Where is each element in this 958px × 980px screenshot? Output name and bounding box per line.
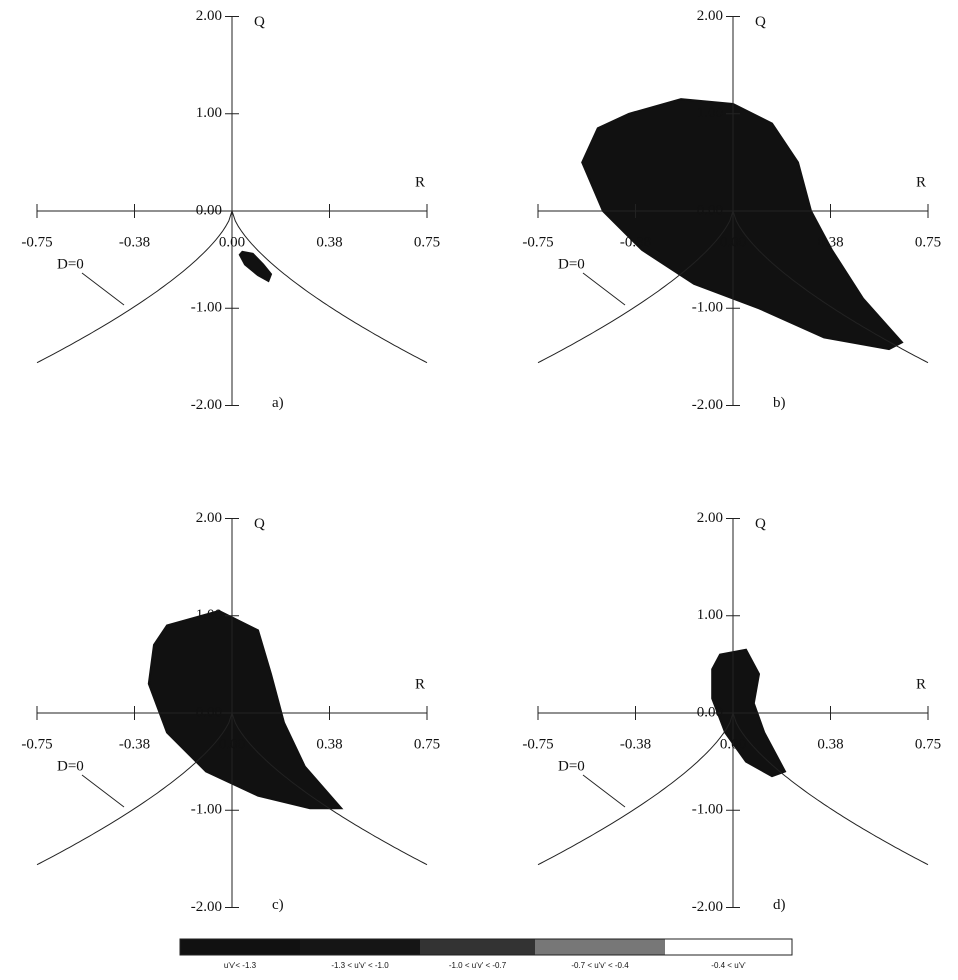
legend-label: u'v'< -1.3 [224, 961, 257, 970]
curve-leader [81, 272, 125, 306]
legend-frame [179, 938, 793, 956]
y-tick-label: 0.00 [697, 202, 723, 218]
x-tick-label: 0.75 [414, 736, 440, 752]
y-tick-label: -1.00 [692, 300, 723, 316]
y-tick-label: 1.00 [697, 105, 723, 121]
y-tick-label: -1.00 [191, 802, 222, 818]
legend-swatch [535, 939, 665, 955]
y-tick-label: 0.00 [697, 704, 723, 720]
x-tick-label: -0.75 [21, 736, 52, 752]
x-tick-label: 0.38 [316, 234, 342, 250]
panel: -0.75 -0.38 0.00 0.38 0.75 -2.00 -1.00 0.00 1.00… [522, 8, 941, 413]
x-tick-label: 0.00 [720, 736, 746, 752]
panel-label: c) [272, 897, 284, 913]
region [147, 609, 344, 810]
x-axis-label: R [415, 676, 425, 692]
x-tick-label: 0.75 [915, 234, 941, 250]
x-tick-label: -0.75 [522, 234, 553, 250]
legend-label: -0.7 < u'v' < -0.4 [571, 961, 629, 970]
legend-swatch [180, 939, 300, 955]
x-tick-label: 0.00 [720, 234, 746, 250]
panel: -0.75 -0.38 0.00 0.38 0.75 -2.00 -1.00 0.00 1.00… [21, 8, 440, 413]
panel-label: a) [272, 395, 284, 411]
x-tick-label: 0.00 [219, 234, 245, 250]
x-axis-label: R [916, 174, 926, 190]
x-tick-label: 0.75 [414, 234, 440, 250]
y-tick-label: -1.00 [191, 300, 222, 316]
legend-label: -1.3 < u'v' < -1.0 [331, 961, 389, 970]
y-tick-label: 2.00 [697, 510, 723, 526]
x-tick-label: 0.00 [219, 736, 245, 752]
x-tick-label: -0.38 [119, 736, 150, 752]
y-axis-label: Q [254, 516, 265, 532]
y-tick-label: -2.00 [191, 899, 222, 915]
panel: -0.75 -0.38 0.00 0.38 0.75 -2.00 -1.00 0.00 1.00… [522, 510, 941, 915]
curve-label: D=0 [558, 758, 585, 774]
x-tick-label: 0.38 [817, 234, 843, 250]
x-tick-label: 0.38 [316, 736, 342, 752]
y-axis-label: Q [254, 14, 265, 30]
panel-label: b) [773, 395, 786, 411]
y-axis-label: Q [755, 516, 766, 532]
panel-label: d) [773, 897, 786, 913]
x-tick-label: -0.38 [620, 736, 651, 752]
x-tick-label: -0.75 [21, 234, 52, 250]
y-tick-label: -1.00 [692, 802, 723, 818]
x-tick-label: -0.38 [119, 234, 150, 250]
y-tick-label: 1.00 [697, 607, 723, 623]
region [238, 250, 273, 283]
x-tick-label: 0.38 [817, 736, 843, 752]
y-axis-label: Q [755, 14, 766, 30]
y-tick-label: 2.00 [196, 510, 222, 526]
legend-label: -1.0 < u'v' < -0.7 [449, 961, 507, 970]
x-axis-label: R [415, 174, 425, 190]
y-tick-label: 0.00 [196, 704, 222, 720]
y-tick-label: -2.00 [191, 397, 222, 413]
y-tick-label: -2.00 [692, 899, 723, 915]
x-axis-label: R [916, 676, 926, 692]
curve-label: D=0 [57, 256, 84, 272]
x-tick-label: -0.75 [522, 736, 553, 752]
y-tick-label: 2.00 [697, 8, 723, 24]
curve-leader [81, 774, 125, 808]
curve-label: D=0 [57, 758, 84, 774]
curve-leader [582, 272, 626, 306]
curve-leader [582, 774, 626, 808]
legend-swatch [420, 939, 535, 955]
y-tick-label: 1.00 [196, 105, 222, 121]
y-tick-label: 1.00 [196, 607, 222, 623]
legend-label: -0.4 < u'v' [711, 961, 746, 970]
y-tick-label: 2.00 [196, 8, 222, 24]
region [581, 98, 904, 351]
legend-swatch [665, 939, 792, 955]
y-tick-label: 0.00 [196, 202, 222, 218]
x-tick-label: -0.38 [620, 234, 651, 250]
curve-label: D=0 [558, 256, 585, 272]
x-tick-label: 0.75 [915, 736, 941, 752]
legend-swatch [300, 939, 420, 955]
panel: -0.75 -0.38 0.00 0.38 0.75 -2.00 -1.00 0.00 1.00… [21, 510, 440, 915]
y-tick-label: -2.00 [692, 397, 723, 413]
